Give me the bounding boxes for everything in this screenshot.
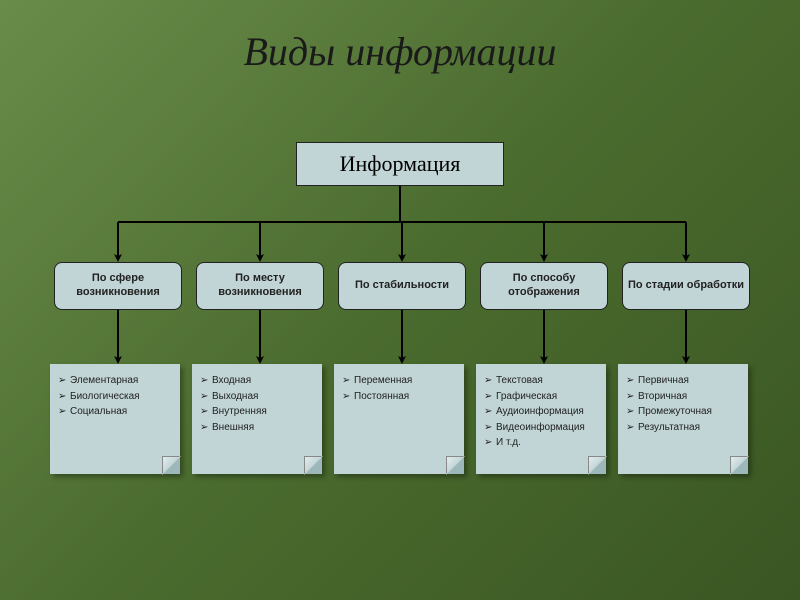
note-list: Текстовая ГрафическаяАудиоинформация Видео… [484,374,600,450]
note-item: Социальная [58,405,174,419]
note-card: Первичная ВторичнаяПромежуточная Результат… [618,364,748,474]
note-item: Аудиоинформация [484,405,600,419]
category-label: По стадии обработки [628,279,744,293]
category-box: По месту возникновения [196,262,324,310]
note-item: Внутренняя [200,405,316,419]
category-label: По стабильности [355,279,449,293]
note-fold-corner [304,456,322,474]
category-label: По месту возникновения [201,272,319,300]
note-list: Элементарная БиологическаяСоциальная [58,374,174,419]
note-card: Переменная Постоянная [334,364,464,474]
note-item: Результатная [626,421,742,435]
note-item: Элементарная [58,374,174,388]
note-item: Постоянная [342,390,458,404]
note-item: Переменная [342,374,458,388]
note-item: Промежуточная [626,405,742,419]
note-fold-corner [730,456,748,474]
note-item: Видеоинформация [484,421,600,435]
note-item: Первичная [626,374,742,388]
category-label: По способу отображения [485,272,603,300]
note-item: Вторичная [626,390,742,404]
root-label: Информация [340,151,461,177]
category-box: По стадии обработки [622,262,750,310]
note-item: И т.д. [484,436,600,450]
note-list: Входная ВыходнаяВнутренняя Внешняя [200,374,316,434]
note-card: Текстовая ГрафическаяАудиоинформация Видео… [476,364,606,474]
note-item: Текстовая [484,374,600,388]
note-item: Внешняя [200,421,316,435]
note-item: Графическая [484,390,600,404]
category-label: По сфере возникновения [59,272,177,300]
note-item: Входная [200,374,316,388]
note-card: Входная ВыходнаяВнутренняя Внешняя [192,364,322,474]
category-box: По сфере возникновения [54,262,182,310]
page-title: Виды информации [0,0,800,75]
note-item: Биологическая [58,390,174,404]
note-fold-corner [588,456,606,474]
category-box: По способу отображения [480,262,608,310]
note-list: Переменная Постоянная [342,374,458,403]
note-list: Первичная ВторичнаяПромежуточная Результат… [626,374,742,434]
note-card: Элементарная БиологическаяСоциальная [50,364,180,474]
note-item: Выходная [200,390,316,404]
note-fold-corner [162,456,180,474]
note-fold-corner [446,456,464,474]
category-box: По стабильности [338,262,466,310]
root-node: Информация [296,142,504,186]
